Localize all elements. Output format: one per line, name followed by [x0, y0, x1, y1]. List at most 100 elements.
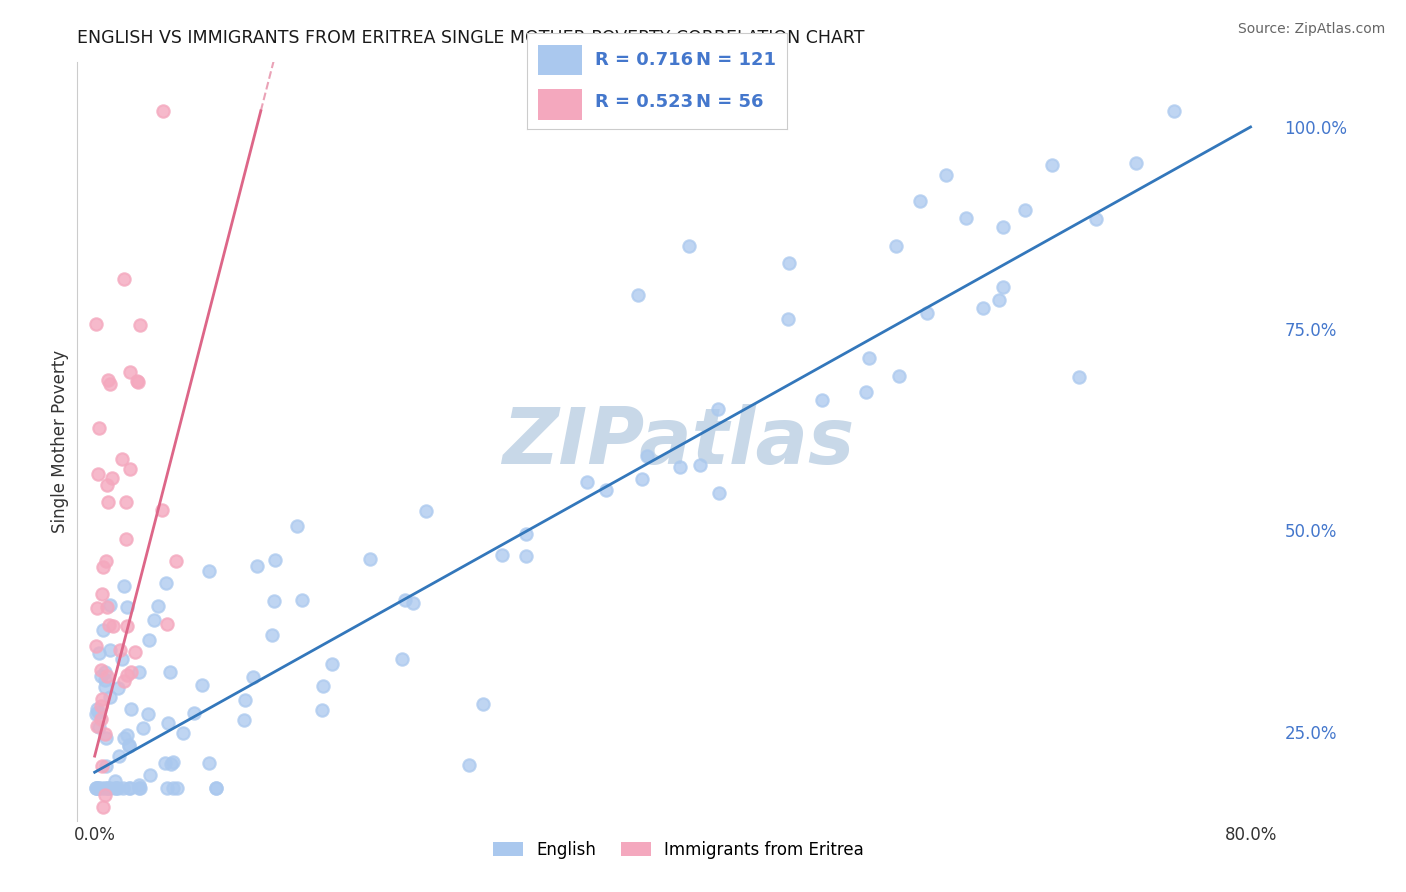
- Point: [359, 551, 381, 566]
- Point: [150, 503, 173, 517]
- Point: [97, 618, 120, 632]
- Point: [96, 758, 118, 772]
- Point: [165, 554, 187, 568]
- Point: [285, 519, 308, 533]
- Point: [631, 472, 654, 486]
- Point: [233, 693, 256, 707]
- Point: [87, 467, 110, 482]
- Point: [84, 317, 107, 331]
- Point: [855, 385, 877, 400]
- Point: [138, 633, 160, 648]
- Point: [98, 642, 121, 657]
- Point: [87, 781, 110, 796]
- Point: [111, 452, 134, 467]
- Text: ZIPatlas: ZIPatlas: [502, 403, 855, 480]
- Point: [94, 731, 117, 745]
- Point: [321, 657, 343, 671]
- Point: [233, 713, 256, 727]
- Point: [706, 402, 728, 417]
- Point: [112, 272, 135, 286]
- Point: [915, 306, 938, 320]
- Point: [987, 293, 1010, 307]
- Point: [889, 369, 911, 384]
- Point: [108, 748, 131, 763]
- Point: [1014, 203, 1036, 218]
- Point: [115, 618, 138, 632]
- Point: [96, 599, 118, 614]
- Point: [160, 756, 183, 771]
- Point: [263, 552, 285, 566]
- Point: [112, 674, 135, 689]
- Point: [198, 756, 221, 771]
- Point: [132, 721, 155, 735]
- Point: [778, 256, 800, 270]
- Point: [98, 781, 121, 796]
- Point: [955, 211, 977, 225]
- Point: [91, 885, 114, 892]
- Point: [91, 781, 114, 796]
- Point: [100, 599, 122, 613]
- Point: [162, 781, 184, 796]
- Point: [636, 449, 658, 463]
- Point: [124, 645, 146, 659]
- Point: [1040, 158, 1063, 172]
- Point: [627, 288, 650, 302]
- Point: [97, 495, 120, 509]
- Point: [1069, 370, 1091, 384]
- Point: [87, 853, 110, 867]
- Text: R = 0.716: R = 0.716: [595, 51, 693, 69]
- Point: [107, 781, 129, 796]
- Point: [136, 707, 159, 722]
- Point: [198, 564, 221, 578]
- Point: [96, 669, 118, 683]
- Point: [87, 781, 110, 796]
- Point: [472, 697, 495, 711]
- Point: [290, 592, 312, 607]
- Point: [668, 460, 690, 475]
- Point: [515, 527, 537, 541]
- Point: [263, 593, 285, 607]
- Point: [91, 799, 114, 814]
- Point: [84, 781, 107, 796]
- Point: [394, 593, 416, 607]
- Text: ENGLISH VS IMMIGRANTS FROM ERITREA SINGLE MOTHER POVERTY CORRELATION CHART: ENGLISH VS IMMIGRANTS FROM ERITREA SINGL…: [77, 29, 865, 47]
- Point: [101, 618, 124, 632]
- Bar: [537, 45, 582, 76]
- Point: [84, 707, 107, 722]
- Point: [117, 781, 139, 796]
- Point: [391, 651, 413, 665]
- Point: [105, 781, 128, 796]
- Point: [90, 713, 112, 727]
- Point: [118, 365, 141, 379]
- Legend: English, Immigrants from Eritrea: English, Immigrants from Eritrea: [486, 834, 870, 865]
- Point: [87, 646, 110, 660]
- Point: [86, 639, 108, 653]
- Point: [118, 781, 141, 796]
- Point: [112, 579, 135, 593]
- Point: [159, 665, 181, 680]
- Point: [491, 548, 513, 562]
- Point: [97, 781, 120, 796]
- Y-axis label: Single Mother Poverty: Single Mother Poverty: [51, 350, 69, 533]
- Point: [96, 478, 118, 492]
- Point: [128, 318, 150, 332]
- Point: [157, 715, 180, 730]
- Point: [94, 727, 117, 741]
- Point: [125, 374, 148, 388]
- Point: [776, 311, 799, 326]
- Point: [91, 759, 114, 773]
- Point: [115, 599, 138, 614]
- Point: [689, 458, 711, 473]
- Point: [152, 103, 174, 118]
- Text: R = 0.523: R = 0.523: [595, 94, 693, 112]
- Point: [935, 168, 957, 182]
- Point: [91, 587, 114, 601]
- Point: [991, 280, 1014, 294]
- Point: [110, 643, 132, 657]
- Point: [166, 781, 188, 796]
- Point: [90, 663, 112, 677]
- Point: [115, 494, 138, 508]
- Point: [104, 773, 127, 788]
- Point: [118, 739, 141, 753]
- Point: [709, 485, 731, 500]
